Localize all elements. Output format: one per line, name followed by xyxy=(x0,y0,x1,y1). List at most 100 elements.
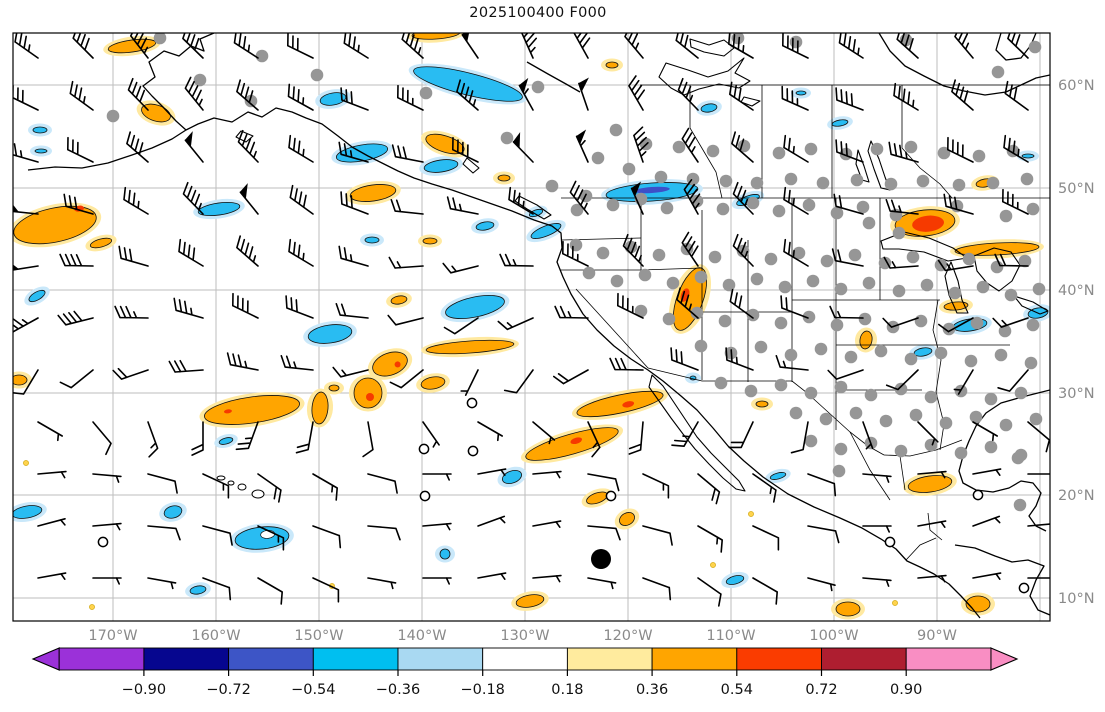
wind-barb xyxy=(642,473,670,499)
wind-barb xyxy=(257,525,285,551)
positive-contour-patch xyxy=(199,392,305,428)
positive-contour-patch xyxy=(961,592,995,616)
station-dot xyxy=(984,392,998,406)
station-dot xyxy=(909,408,923,422)
wind-barb xyxy=(37,572,67,580)
station-dot xyxy=(622,162,636,176)
station-dot xyxy=(830,318,844,332)
wind-barb xyxy=(460,369,479,396)
wind-barb xyxy=(1003,134,1029,163)
wind-barb xyxy=(676,287,699,319)
x-tick-label: 140°W xyxy=(397,628,446,644)
wind-barb xyxy=(387,314,424,326)
y-tick-label: 50°N xyxy=(1058,181,1095,197)
station-dot xyxy=(706,144,720,158)
wind-barb xyxy=(37,421,63,442)
station-dot xyxy=(638,268,652,282)
wind-barb xyxy=(807,525,840,544)
positive-contour-patch xyxy=(407,33,465,43)
wind-barb xyxy=(587,577,617,590)
calm-circle xyxy=(972,489,984,501)
wind-barb xyxy=(725,347,754,371)
wind-barb xyxy=(340,87,369,111)
wind-barb xyxy=(681,127,699,163)
x-tick-label: 110°W xyxy=(706,628,755,644)
colorbar: −0.90 −0.72 −0.54 −0.36 −0.18 0.18 0.36 0.54 0.7… xyxy=(31,647,1019,698)
station-dot xyxy=(606,198,620,212)
calm-circle xyxy=(605,490,617,502)
wind-barb xyxy=(992,317,1029,328)
wind-barb xyxy=(827,369,864,380)
wind-barb xyxy=(782,33,809,59)
wind-barb xyxy=(312,473,338,501)
wind-barb xyxy=(628,75,645,111)
colorbar-segment xyxy=(566,647,653,671)
colorbar-segment xyxy=(397,647,484,671)
latitude-tick-labels: 60°N 50°N 40°N 30°N 20°N 10°N xyxy=(1058,78,1095,607)
station-dot xyxy=(672,140,686,154)
station-dot xyxy=(719,174,733,188)
wind-barb xyxy=(233,33,259,59)
y-tick-label: 20°N xyxy=(1058,488,1095,504)
station-dot xyxy=(718,314,732,328)
station-dot xyxy=(774,378,788,392)
station-dot xyxy=(970,316,984,330)
station-dot xyxy=(804,434,818,448)
station-dot xyxy=(894,382,908,396)
station-dot xyxy=(942,322,956,336)
wind-barb xyxy=(885,369,919,391)
positive-contour-patch xyxy=(345,180,401,206)
wind-barb xyxy=(951,79,974,111)
wind-barbs-layer xyxy=(13,33,1050,607)
station-dot xyxy=(662,312,676,326)
station-dot xyxy=(862,216,876,230)
station-dot xyxy=(1020,172,1034,186)
wind-barb xyxy=(862,577,892,587)
x-tick-label: 160°W xyxy=(191,628,240,644)
wind-barb xyxy=(617,292,644,319)
x-tick-label: 150°W xyxy=(294,628,343,644)
wind-barb xyxy=(287,33,314,59)
negative-contour-patch xyxy=(440,291,510,323)
negative-contour-patch xyxy=(827,116,853,130)
negative-contour-patch xyxy=(419,156,463,176)
positive-contour-patch xyxy=(751,397,773,411)
station-dot xyxy=(874,344,888,358)
wind-barb xyxy=(288,134,314,163)
calm-circle xyxy=(419,490,431,502)
station-dot xyxy=(772,146,786,160)
filled-station-dot xyxy=(591,549,611,569)
calm-circle xyxy=(884,536,896,548)
negative-contour-patch xyxy=(13,502,47,522)
wind-barb xyxy=(831,248,864,267)
negative-contour-patch xyxy=(601,179,703,205)
station-dot xyxy=(969,410,983,424)
wind-barb xyxy=(622,233,644,267)
wind-barb xyxy=(882,317,919,328)
wind-barb xyxy=(783,238,809,267)
wind-barb xyxy=(729,81,754,111)
station-dot xyxy=(820,254,834,268)
negative-contour-patch xyxy=(159,502,187,522)
wind-barb xyxy=(69,80,94,111)
station-dot xyxy=(591,151,605,165)
wind-barb xyxy=(168,359,204,373)
positive-contour-patch xyxy=(520,424,624,464)
wind-barb xyxy=(609,357,644,371)
calm-circle xyxy=(466,397,478,409)
wind-barb xyxy=(728,33,754,59)
station-dot xyxy=(750,272,764,286)
negative-contour-patch xyxy=(1017,150,1039,162)
wind-barb xyxy=(232,292,259,319)
wind-barb xyxy=(37,470,67,479)
station-dot xyxy=(531,80,545,94)
wind-barb xyxy=(752,473,777,503)
wind-barb xyxy=(202,577,232,601)
station-dot xyxy=(920,278,934,292)
positive-contour-patch xyxy=(831,598,865,620)
station-dot xyxy=(878,256,892,270)
station-dot xyxy=(862,276,876,290)
wind-barb xyxy=(477,468,507,476)
station-dot xyxy=(764,252,778,266)
wind-barb xyxy=(578,77,589,111)
